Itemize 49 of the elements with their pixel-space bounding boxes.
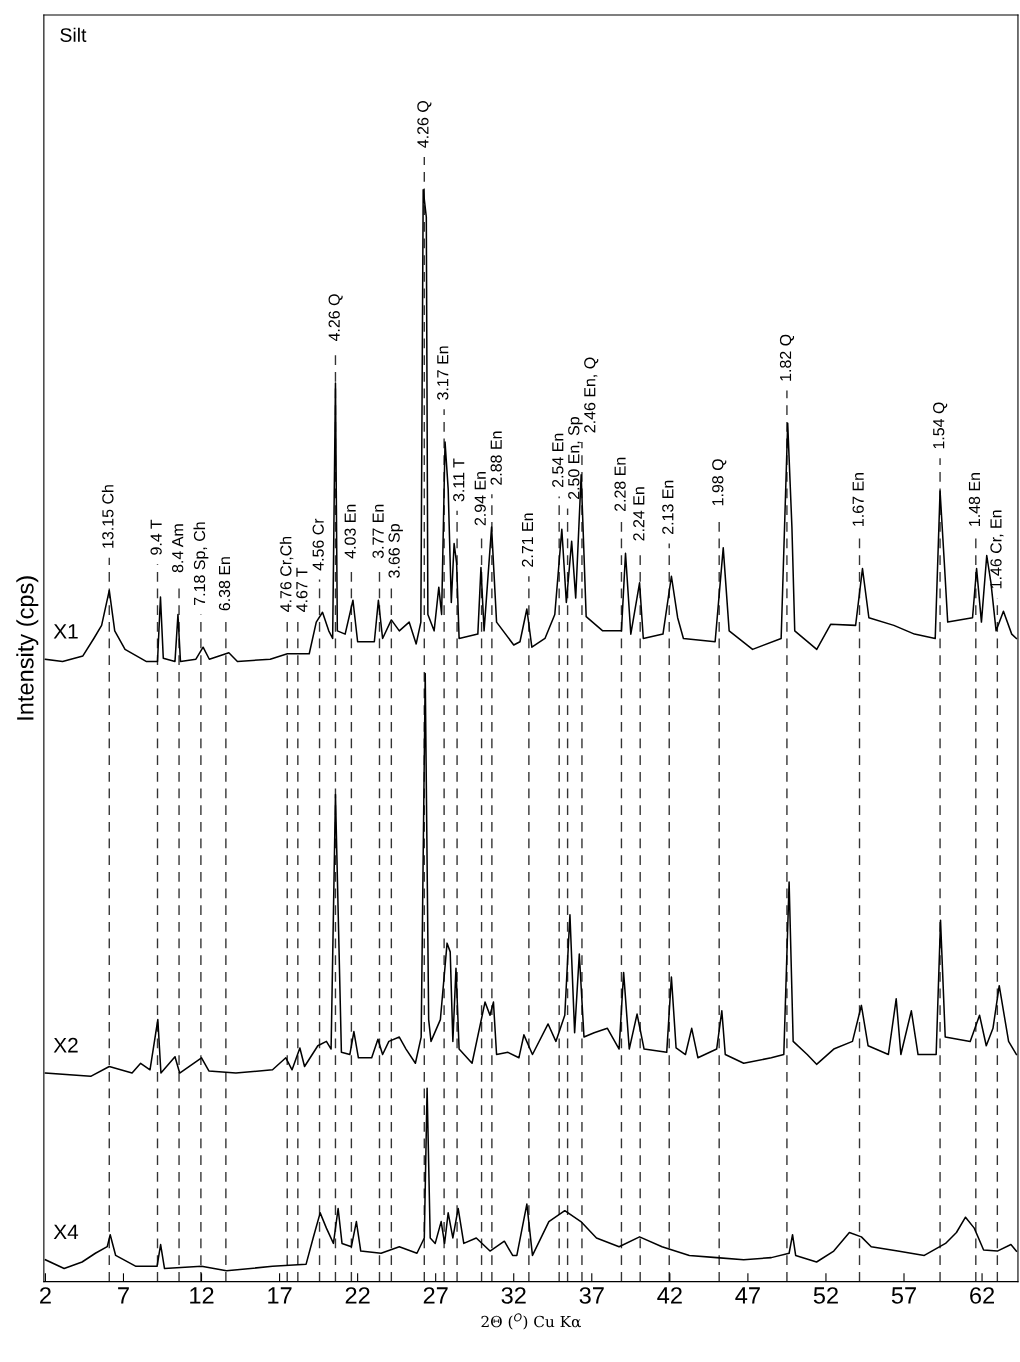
ref-line-label: 2.88 En xyxy=(490,431,502,485)
ref-line-label: 1.46 Cr, En xyxy=(990,510,1004,589)
ref-line-label: 4.03 En xyxy=(344,504,356,559)
ref-line-label: 4.67 T xyxy=(296,567,308,612)
ref-line-label: 4.76 Cr,Ch xyxy=(279,536,294,612)
ref-line-label: 2.94 En xyxy=(474,471,486,526)
x-tick-label: 42 xyxy=(657,1287,682,1304)
x-tick-label: 37 xyxy=(579,1287,604,1304)
x-tick-label: 27 xyxy=(423,1287,448,1304)
ref-line-label: 3.17 En xyxy=(437,346,449,400)
x-tick-label: 22 xyxy=(345,1287,370,1304)
chart-title: Silt xyxy=(60,27,87,42)
series-label: X1 xyxy=(53,624,78,639)
x-tick-label: 52 xyxy=(813,1287,838,1304)
ref-line-label: 13.15 Ch xyxy=(101,485,114,548)
ref-line-label: 2.71 En xyxy=(521,513,534,567)
x-axis-title: 2Θ ($^{O}$) Cu Kα xyxy=(481,1313,581,1330)
y-axis-title: Intensity (cps) xyxy=(16,576,39,720)
ref-line-label: 1.67 En xyxy=(852,473,864,526)
ref-line-label: 4.26 Q xyxy=(417,101,432,148)
x-tick-label: 7 xyxy=(118,1287,129,1304)
x-tick-label: 32 xyxy=(501,1287,526,1304)
series-label: X2 xyxy=(53,1037,78,1053)
ref-line-label: 7.18 Sp, Ch xyxy=(193,522,209,605)
ref-line-label: 1.98 Q xyxy=(712,459,727,506)
ref-line-label: 2.13 En xyxy=(662,480,674,534)
ref-line-label: 4.26 Q xyxy=(328,294,343,342)
ref-line-label: 2.54 En xyxy=(552,433,564,487)
x-tick-label: 62 xyxy=(970,1287,994,1304)
ref-line-label: 3.66 Sp xyxy=(388,524,403,578)
ref-line-label: 3.77 En xyxy=(372,504,384,559)
ref-line-label: 1.82 Q xyxy=(779,334,795,381)
x-tick-label: 12 xyxy=(190,1287,214,1304)
ref-line-label: 1.54 Q xyxy=(933,402,948,449)
x-tick-label: 17 xyxy=(268,1287,292,1304)
x-tick-label: 2 xyxy=(40,1287,51,1304)
ref-line-label: 6.38 En xyxy=(218,557,231,611)
ref-line-label: 4.56 Cr xyxy=(312,518,324,571)
x-tick-label: 57 xyxy=(891,1287,916,1304)
ref-line-label: 2.24 En xyxy=(633,487,645,541)
ref-line-label: 2.28 En xyxy=(614,457,626,512)
ref-line-label: 3.11 T xyxy=(453,458,465,502)
ref-line-label: 1.48 En xyxy=(968,473,981,526)
ref-line-label: 2.46 En, Q xyxy=(584,357,599,433)
x-tick-label: 47 xyxy=(735,1287,760,1304)
series-label: X4 xyxy=(53,1224,79,1240)
ref-line-label: 2.50 En, Sp xyxy=(568,417,583,499)
ref-line-label: 8.4 Am xyxy=(172,524,184,573)
ref-line-label: 9.4 T xyxy=(150,519,162,555)
